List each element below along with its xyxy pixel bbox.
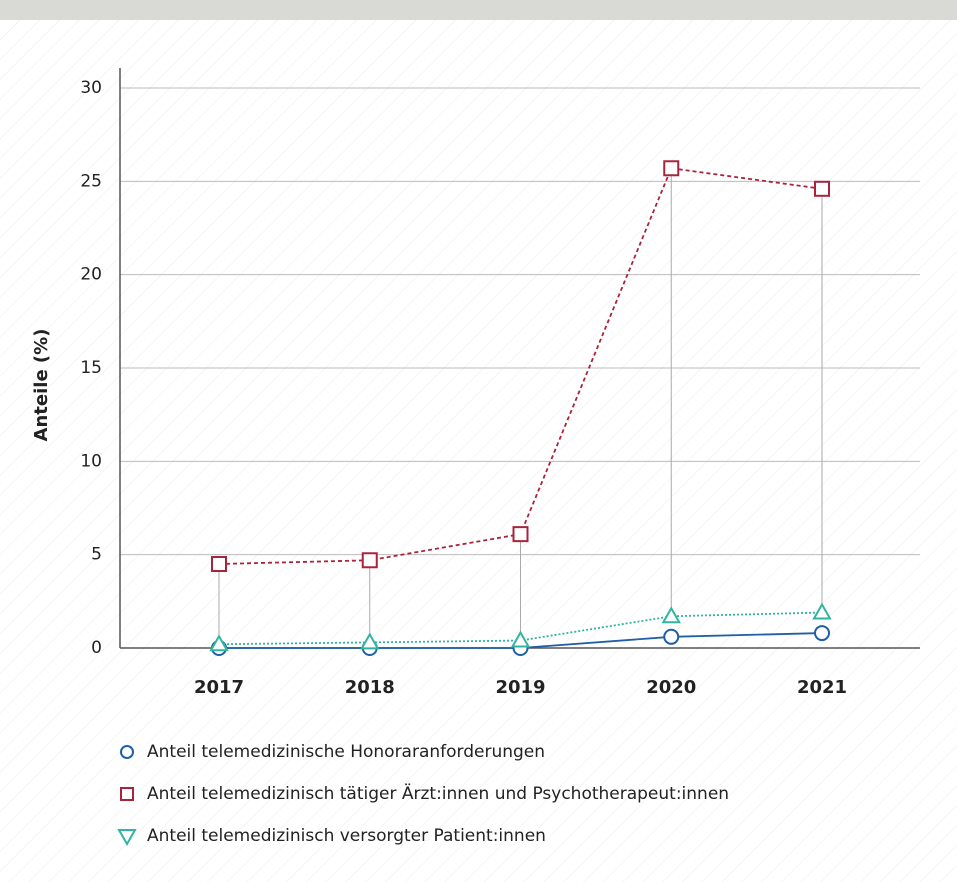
marker <box>812 602 832 620</box>
y-tick-label: 25 <box>80 171 102 191</box>
marker <box>209 634 229 652</box>
x-tick-label: 2017 <box>194 677 244 698</box>
y-tick-label: 20 <box>80 265 102 285</box>
legend-label: Anteil telemedizinische Honoraranforderu… <box>147 742 545 762</box>
legend-marker <box>120 787 134 801</box>
marker <box>814 625 830 642</box>
marker <box>814 180 830 197</box>
legend-marker <box>120 745 134 759</box>
y-tick-label: 15 <box>80 358 102 378</box>
legend-marker <box>117 829 137 847</box>
y-axis-label: Anteile (%) <box>31 329 52 442</box>
legend-label: Anteil telemedizinisch versorgter Patien… <box>147 826 546 846</box>
marker <box>361 552 378 569</box>
legend-label: Anteil telemedizinisch tätiger Ärzt:inne… <box>147 783 729 804</box>
top-bar <box>0 0 957 20</box>
marker <box>211 556 227 572</box>
x-tick-label: 2019 <box>495 677 545 698</box>
marker <box>360 632 380 650</box>
x-tick-label: 2018 <box>345 677 395 698</box>
x-tick-label: 2021 <box>797 677 847 698</box>
marker <box>663 628 680 645</box>
y-tick-label: 0 <box>91 638 102 658</box>
marker <box>512 526 529 543</box>
y-tick-label: 30 <box>80 78 102 98</box>
y-tick-label: 10 <box>80 451 102 471</box>
x-tick-label: 2020 <box>646 677 696 698</box>
marker <box>663 160 680 177</box>
y-tick-label: 5 <box>91 545 102 565</box>
marker <box>661 606 681 624</box>
marker <box>510 630 531 648</box>
